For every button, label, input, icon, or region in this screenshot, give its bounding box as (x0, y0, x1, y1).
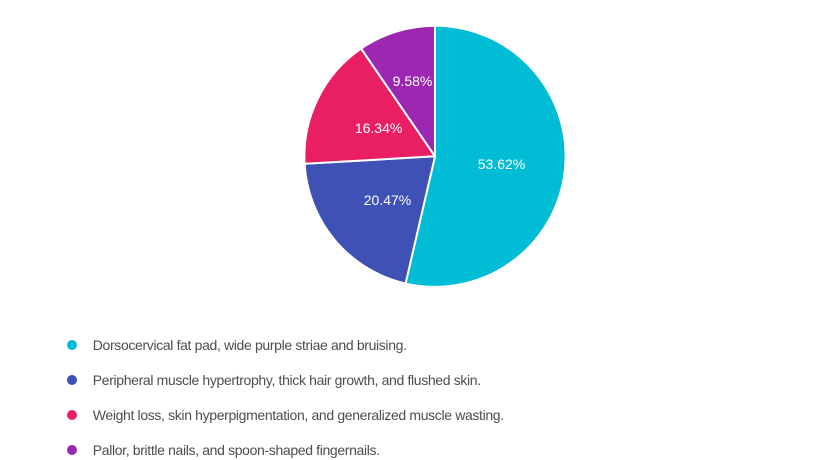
svg-text:9.58%: 9.58% (393, 73, 433, 89)
svg-text:53.62%: 53.62% (478, 156, 525, 172)
svg-text:20.47%: 20.47% (364, 192, 411, 208)
svg-text:16.34%: 16.34% (355, 120, 402, 136)
